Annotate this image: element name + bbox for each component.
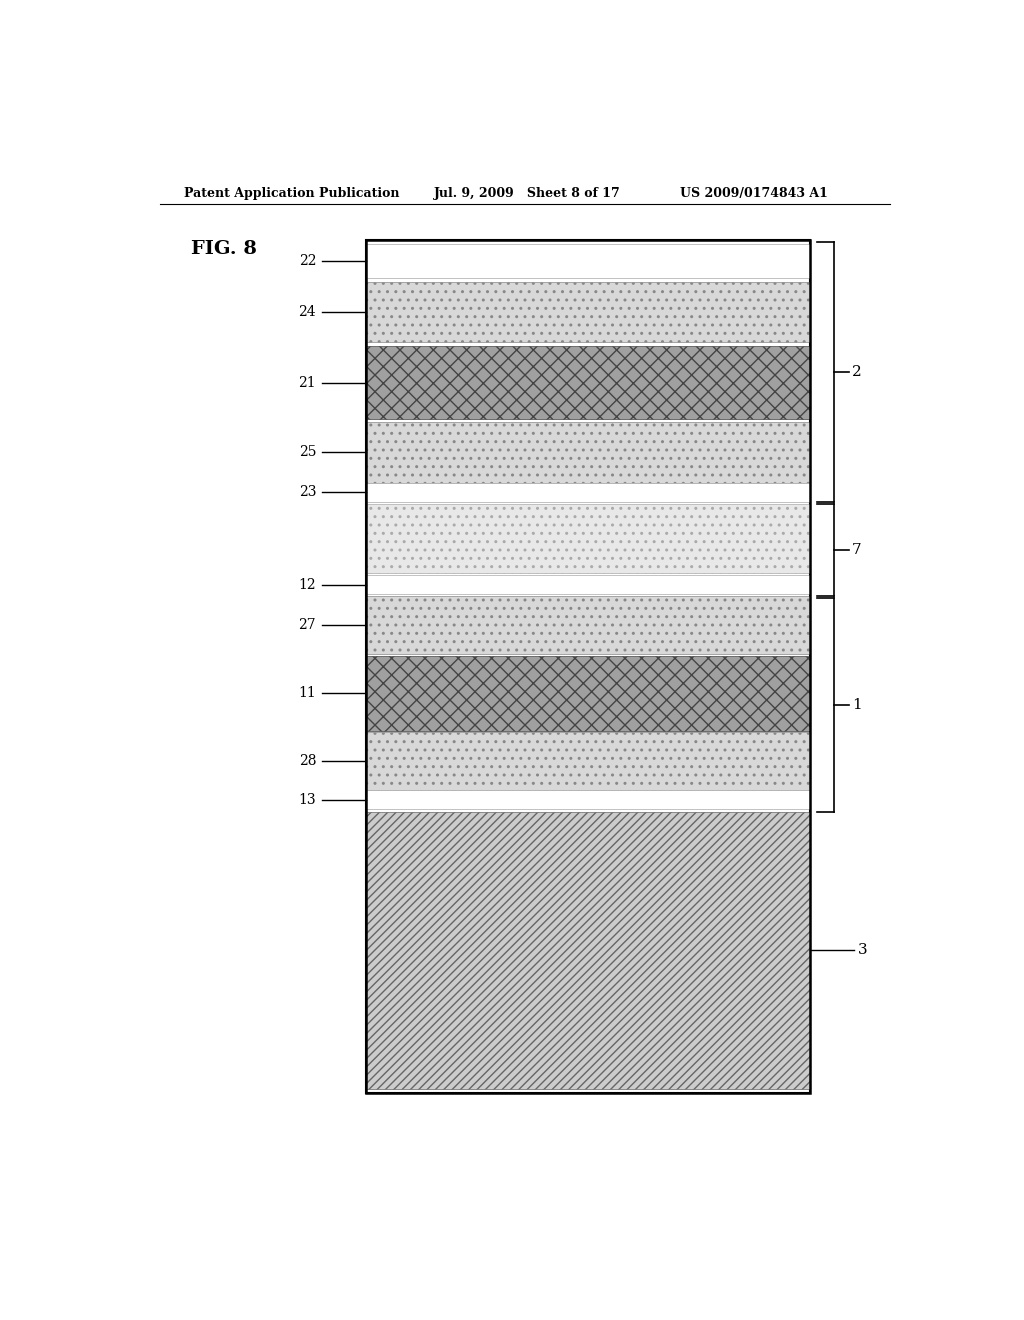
Bar xyxy=(367,576,811,594)
Text: 24: 24 xyxy=(298,305,316,319)
Text: US 2009/0174843 A1: US 2009/0174843 A1 xyxy=(680,187,827,199)
Text: 21: 21 xyxy=(298,376,316,389)
Text: 2: 2 xyxy=(852,366,861,379)
Bar xyxy=(367,791,811,809)
Text: Jul. 9, 2009   Sheet 8 of 17: Jul. 9, 2009 Sheet 8 of 17 xyxy=(433,187,621,199)
Bar xyxy=(367,421,811,483)
Bar xyxy=(367,812,811,1089)
Bar xyxy=(367,282,811,342)
Bar xyxy=(367,595,811,653)
Text: 22: 22 xyxy=(299,253,316,268)
Bar xyxy=(367,240,811,1093)
Bar xyxy=(367,504,811,573)
Text: 13: 13 xyxy=(298,793,316,807)
Text: 12: 12 xyxy=(298,578,316,591)
Text: 1: 1 xyxy=(852,698,861,711)
Text: 11: 11 xyxy=(298,686,316,700)
Text: FIG. 8: FIG. 8 xyxy=(191,240,257,257)
Bar xyxy=(367,240,811,1093)
Bar xyxy=(367,244,811,279)
Bar xyxy=(367,346,811,418)
Text: 27: 27 xyxy=(298,618,316,632)
Text: Patent Application Publication: Patent Application Publication xyxy=(183,187,399,199)
Bar xyxy=(367,483,811,502)
Text: 3: 3 xyxy=(858,944,867,957)
Bar xyxy=(367,656,811,731)
Text: 28: 28 xyxy=(299,754,316,768)
Bar xyxy=(367,733,811,791)
Text: 7: 7 xyxy=(852,543,861,557)
Text: 25: 25 xyxy=(299,445,316,459)
Text: 23: 23 xyxy=(299,486,316,499)
